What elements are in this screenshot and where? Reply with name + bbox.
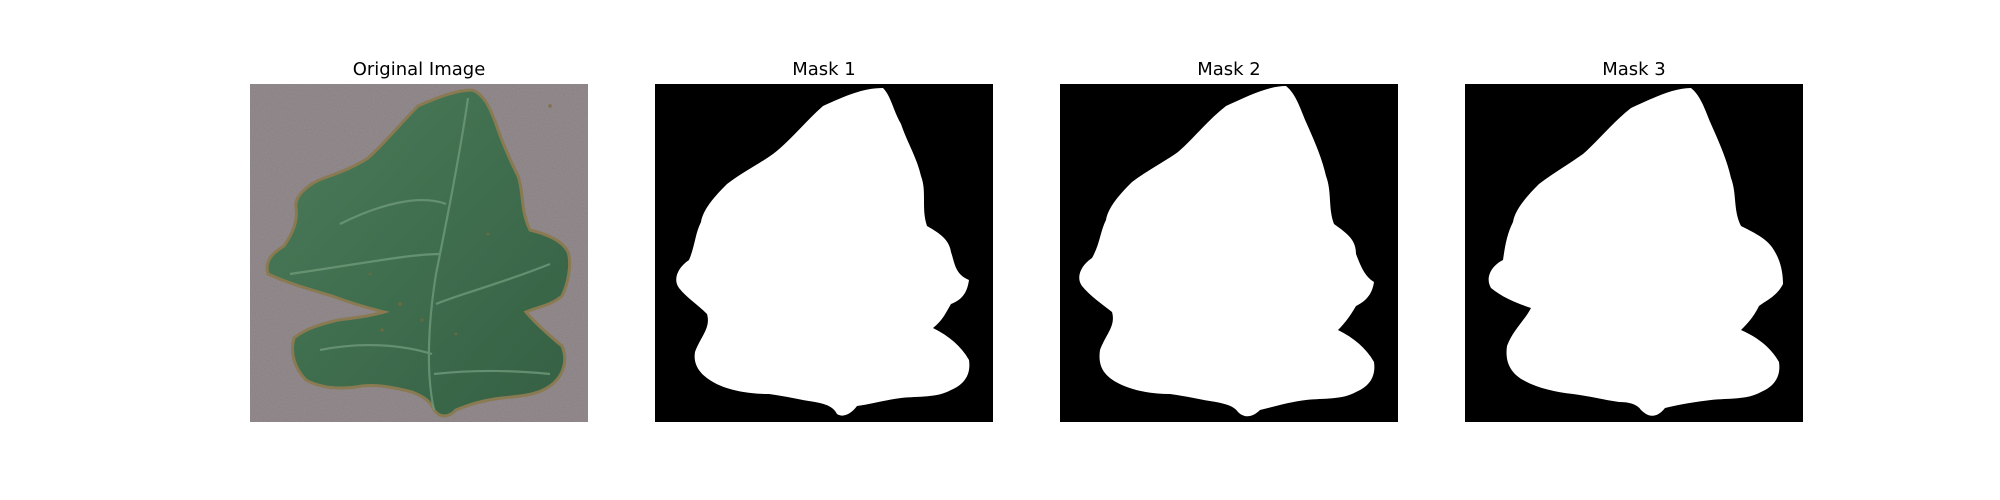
leaf-mask-3	[1488, 88, 1783, 416]
leaf-spots	[368, 104, 552, 336]
panel-title-mask-2: Mask 2	[1197, 59, 1261, 80]
leaf-icon	[265, 88, 572, 418]
panel-title-mask-3: Mask 3	[1602, 59, 1666, 80]
leaf-mask-2	[1079, 86, 1375, 417]
leaf-mask-1	[676, 88, 970, 416]
mask-3-image	[1465, 84, 1803, 422]
mask-1-image	[655, 84, 993, 422]
panel-title-mask-1: Mask 1	[792, 59, 856, 80]
leaf-veins	[289, 97, 551, 411]
original-image	[250, 84, 588, 422]
panel-title-original-image: Original Image	[352, 59, 486, 80]
mask-2-image	[1060, 84, 1398, 422]
